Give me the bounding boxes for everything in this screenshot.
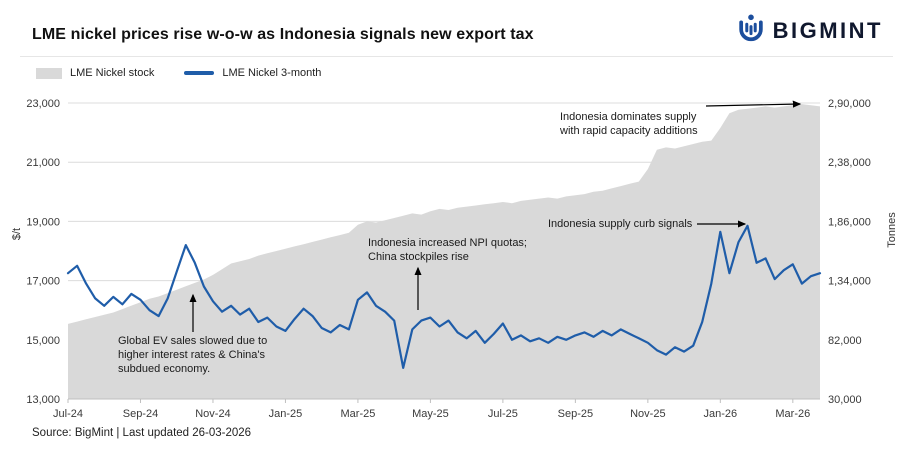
legend-item-stock: LME Nickel stock xyxy=(36,67,154,79)
price-line-series xyxy=(66,224,822,369)
left-axis-tick-label: 17,000 xyxy=(26,276,60,288)
x-axis-tick-label: Jul-24 xyxy=(53,408,83,420)
right-axis-tick-label: 1,86,000 xyxy=(828,216,871,228)
left-axis-tick-label: 13,000 xyxy=(26,394,60,406)
right-axis-title: Tonnes xyxy=(886,212,898,248)
right-axis-tick-label: 82,000 xyxy=(828,335,862,347)
legend-area-swatch xyxy=(36,67,62,79)
legend-item-3month: LME Nickel 3-month xyxy=(184,67,321,79)
bigmint-logo: BIGMINT xyxy=(736,13,883,48)
x-axis-tick-label: Sep-25 xyxy=(558,408,593,420)
header-divider xyxy=(20,56,893,57)
x-axis-tick-label: Jul-25 xyxy=(488,408,518,420)
stock-area-series xyxy=(68,104,820,399)
annotation-global-ev-sales: Global EV sales slowed due to higher int… xyxy=(118,335,268,376)
left-axis-title: $/t xyxy=(11,227,23,241)
left-axis-tick-label: 19,000 xyxy=(26,216,60,228)
right-axis-tick-label: 30,000 xyxy=(828,394,862,406)
x-axis-tick-label: Jan-25 xyxy=(269,408,303,420)
legend-label-3month: LME Nickel 3-month xyxy=(222,67,322,79)
x-axis-tick-label: Sep-24 xyxy=(123,408,158,420)
annotation-npi-quotas: Indonesia increased NPI quotas; China st… xyxy=(368,237,527,264)
x-axis-tick-label: Mar-26 xyxy=(775,408,810,420)
right-axis-tick-label: 2,38,000 xyxy=(828,157,871,169)
bigmint-logo-icon xyxy=(736,13,766,48)
x-axis-tick-label: Jan-26 xyxy=(704,408,738,420)
x-axis-tick-label: Nov-24 xyxy=(195,408,230,420)
x-axis-tick-label: May-25 xyxy=(412,408,449,420)
legend-line-swatch xyxy=(184,71,215,75)
left-axis-tick-label: 23,000 xyxy=(26,98,60,110)
left-axis-tick-label: 15,000 xyxy=(26,335,60,347)
left-axis-tick-label: 21,000 xyxy=(26,157,60,169)
annotation-indonesia-dominates-supply: Indonesia dominates supply with rapid ca… xyxy=(560,111,698,138)
legend-label-stock: LME Nickel stock xyxy=(70,67,155,79)
chart-title: LME nickel prices rise w-o-w as Indonesi… xyxy=(32,26,534,43)
right-axis-tick-label: 1,34,000 xyxy=(828,276,871,288)
x-axis-tick-label: Mar-25 xyxy=(341,408,376,420)
right-axis-tick-label: 2,90,000 xyxy=(828,98,871,110)
annotation-supply-curb-signals: Indonesia supply curb signals xyxy=(548,218,693,230)
bigmint-logo-text: BIGMINT xyxy=(772,17,883,43)
x-axis-tick-label: Nov-25 xyxy=(630,408,665,420)
chart-legend: LME Nickel stock LME Nickel 3-month xyxy=(36,67,321,79)
annotation-arrow xyxy=(705,100,802,108)
source-note: Source: BigMint | Last updated 26-03-202… xyxy=(32,427,252,439)
